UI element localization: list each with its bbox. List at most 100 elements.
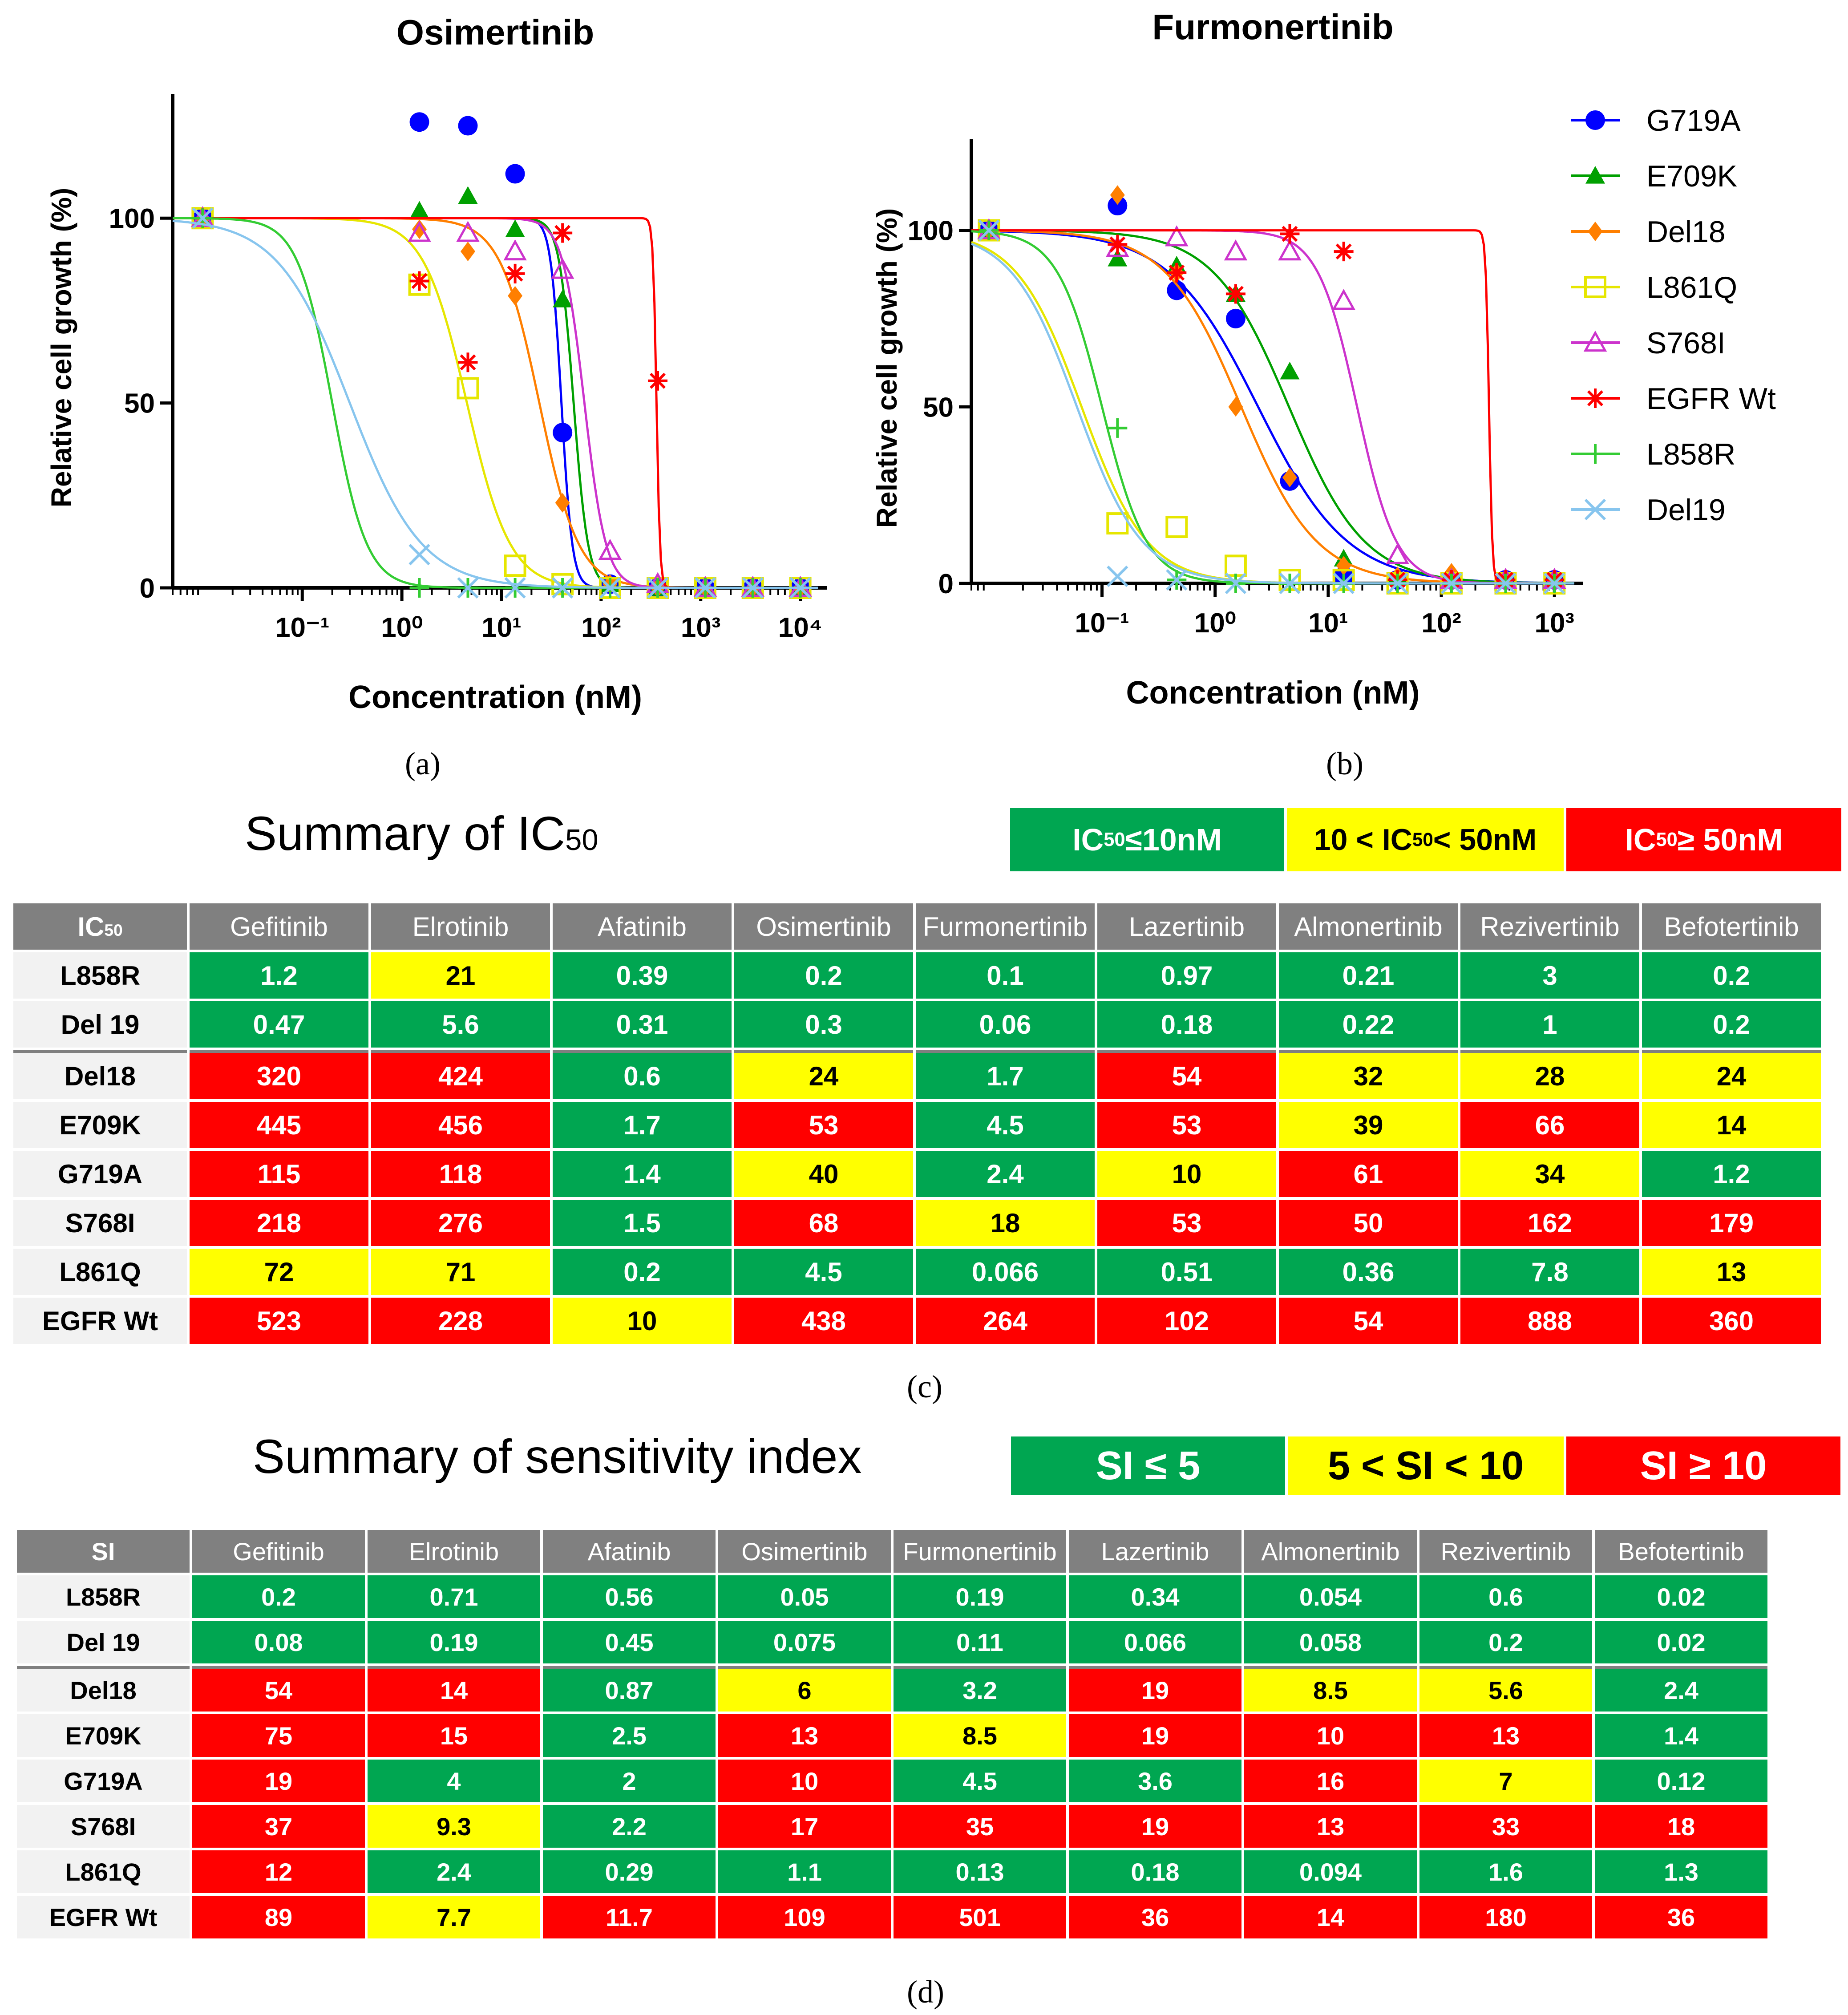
si-cell: 75 bbox=[192, 1714, 365, 1757]
ic50-cell: 18 bbox=[916, 1200, 1095, 1246]
data-point-del18 bbox=[1228, 397, 1243, 417]
data-point-egfr-wt bbox=[505, 263, 525, 283]
si-cell: 0.05 bbox=[718, 1575, 891, 1618]
fit-curve-g719a bbox=[173, 217, 818, 589]
data-point-s768i bbox=[598, 538, 622, 560]
x-tick-label: 10³ bbox=[681, 612, 721, 643]
si-cell: 0.71 bbox=[368, 1575, 540, 1618]
data-point-del19 bbox=[1279, 572, 1301, 595]
data-point-s768i bbox=[1278, 239, 1302, 261]
si-cell: 3.2 bbox=[894, 1666, 1066, 1712]
data-point-l861q bbox=[1106, 512, 1129, 535]
data-point-del19 bbox=[978, 219, 1000, 241]
data-point-del18 bbox=[1282, 467, 1297, 487]
si-cell: 0.87 bbox=[543, 1666, 716, 1712]
si-cell: 1.6 bbox=[1419, 1850, 1592, 1893]
ic50-summary-title: Summary of IC50 bbox=[245, 805, 598, 861]
si-cell: 8.5 bbox=[894, 1714, 1066, 1757]
ic50-cell: 888 bbox=[1460, 1298, 1639, 1344]
furmonertinib-dose-response-chart: Furmonertinib 0 50 100 10⁻¹ 10⁰ 10¹ 10² 10³ Conce… bbox=[872, 7, 1776, 711]
si-cell: 54 bbox=[192, 1666, 365, 1712]
ic50-cell: 14 bbox=[1642, 1102, 1821, 1148]
ic50-row-del18: Del18 320 424 0.6 24 1.7 54 32 28 24 bbox=[13, 1050, 1821, 1099]
ic50-legend-red-pre: IC bbox=[1625, 822, 1656, 857]
si-cell: 17 bbox=[718, 1805, 891, 1848]
si-row-label: S768I bbox=[17, 1805, 190, 1848]
ic50-cell: 1.2 bbox=[190, 952, 368, 999]
si-cell: 19 bbox=[1069, 1666, 1241, 1712]
data-point-del19 bbox=[1387, 572, 1408, 595]
ic50-legend-yellow-pre: 10 < IC bbox=[1314, 823, 1412, 857]
data-point-l858r bbox=[409, 578, 429, 598]
ic50-cell: 1.7 bbox=[553, 1102, 732, 1148]
legend-label-l858r: L858R bbox=[1646, 437, 1735, 471]
ic50-cell: 320 bbox=[190, 1050, 368, 1099]
ic50-cell: 10 bbox=[1097, 1151, 1276, 1197]
osimertinib-dose-response-chart: Osimertinib 0 50 100 10⁻¹ 10⁰ 10¹ 10² 10³ 10⁴ Conc… bbox=[45, 12, 827, 715]
si-cell: 0.34 bbox=[1069, 1575, 1241, 1618]
ic50-cell: 264 bbox=[916, 1298, 1095, 1344]
ic50-row-e709k: E709K 445 456 1.7 53 4.5 53 39 66 14 bbox=[13, 1102, 1821, 1148]
legend-label-l861q: L861Q bbox=[1646, 271, 1737, 304]
fit-curve-del19 bbox=[971, 243, 1574, 585]
x-tick-label: 10⁴ bbox=[778, 612, 823, 643]
ic50-legend-yellow-post: < 50nM bbox=[1433, 823, 1537, 857]
fit-curve-l861q bbox=[971, 241, 1574, 585]
data-point-del19 bbox=[1495, 572, 1516, 595]
si-cell: 6 bbox=[718, 1666, 891, 1712]
data-point-l861q bbox=[504, 554, 526, 577]
legend-label-e709k: E709K bbox=[1646, 159, 1737, 193]
ic50-cell: 40 bbox=[734, 1151, 913, 1197]
ic50-cell: 50 bbox=[1279, 1200, 1458, 1246]
ic50-cell: 276 bbox=[371, 1200, 550, 1246]
ic50-cell: 54 bbox=[1097, 1050, 1276, 1099]
ic50-cell: 53 bbox=[1097, 1200, 1276, 1246]
si-cell: 0.19 bbox=[368, 1621, 540, 1663]
data-point-s768i bbox=[550, 258, 574, 279]
ic50-row-label: Del 19 bbox=[13, 1001, 187, 1048]
y-axis-label: Relative cell growth (%) bbox=[872, 208, 903, 528]
si-cell: 0.2 bbox=[192, 1575, 365, 1618]
si-cell: 0.075 bbox=[718, 1621, 891, 1663]
ic50-row-g719a: G719A 115 118 1.4 40 2.4 10 61 34 1.2 bbox=[13, 1151, 1821, 1197]
ic50-cell: 0.2 bbox=[1642, 952, 1821, 999]
ic50-cell: 34 bbox=[1460, 1151, 1639, 1197]
ic50-cell: 5.6 bbox=[371, 1001, 550, 1048]
ic50-cell: 2.4 bbox=[916, 1151, 1095, 1197]
ic50-legend-red-post: ≥ 50nM bbox=[1677, 822, 1783, 857]
si-cell: 10 bbox=[718, 1760, 891, 1802]
si-col-header-gefitinib: Gefitinib bbox=[192, 1530, 365, 1573]
ic50-cell: 0.22 bbox=[1279, 1001, 1458, 1048]
si-cell: 16 bbox=[1244, 1760, 1417, 1802]
ic50-cell: 0.36 bbox=[1279, 1249, 1458, 1295]
data-point-e709k bbox=[1280, 361, 1300, 380]
si-cell: 5.6 bbox=[1419, 1666, 1592, 1712]
ic50-cell: 456 bbox=[371, 1102, 550, 1148]
ic50-cell: 0.2 bbox=[1642, 1001, 1821, 1048]
data-point-g719a bbox=[409, 112, 429, 132]
y-tick-label: 50 bbox=[923, 392, 954, 423]
ic50-cell: 24 bbox=[1642, 1050, 1821, 1099]
ic50-cell: 54 bbox=[1279, 1298, 1458, 1344]
si-row-e709k: E709K 75 15 2.5 13 8.5 19 10 13 1.4 bbox=[17, 1714, 1767, 1757]
data-point-e709k bbox=[505, 219, 525, 237]
x-tick-label: 10⁰ bbox=[381, 612, 423, 643]
ic50-cell: 1.5 bbox=[553, 1200, 732, 1246]
si-cell: 10 bbox=[1244, 1714, 1417, 1757]
si-cell: 0.094 bbox=[1244, 1850, 1417, 1893]
si-cell: 2 bbox=[543, 1760, 716, 1802]
data-point-egfr-wt bbox=[1334, 242, 1354, 262]
ic50-cell: 228 bbox=[371, 1298, 550, 1344]
data-point-del19 bbox=[742, 577, 764, 599]
ic50-cell: 72 bbox=[190, 1249, 368, 1295]
si-cell: 0.058 bbox=[1244, 1621, 1417, 1663]
panel-label-d: (d) bbox=[907, 1974, 944, 2010]
ic50-cell: 0.51 bbox=[1097, 1249, 1276, 1295]
ic50-cell: 24 bbox=[734, 1050, 913, 1099]
si-cell: 0.19 bbox=[894, 1575, 1066, 1618]
legend-marker-l861q bbox=[1584, 276, 1606, 298]
ic50-cell: 523 bbox=[190, 1298, 368, 1344]
fit-curve-e709k bbox=[971, 229, 1574, 585]
data-point-egfr-wt bbox=[648, 371, 668, 391]
ic50-corner-text: IC bbox=[77, 911, 105, 942]
